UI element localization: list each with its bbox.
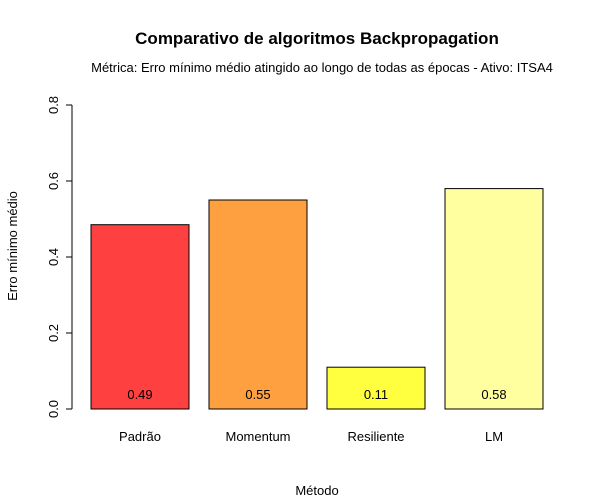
x-category-label: Padrão xyxy=(119,429,161,444)
y-tick-label: 0.6 xyxy=(46,172,61,190)
bar-value-label: 0.11 xyxy=(364,387,388,402)
bar-lm xyxy=(444,188,544,410)
bar-resiliente xyxy=(326,366,426,410)
bar-padr-o xyxy=(90,224,190,410)
x-category-label: Resiliente xyxy=(347,429,404,444)
y-axis: 0.0 0.2 0.4 0.6 0.8 xyxy=(46,96,73,418)
category-labels: Padrão Momentum Resiliente LM xyxy=(119,429,503,444)
bar-momentum xyxy=(208,199,308,410)
y-tick-label: 0.8 xyxy=(46,96,61,114)
x-category-label: Momentum xyxy=(225,429,290,444)
y-tick-label: 0.0 xyxy=(46,400,61,418)
bar-value-label: 0.49 xyxy=(127,387,152,402)
chart-title: Comparativo de algoritmos Backpropagatio… xyxy=(135,29,499,48)
y-tick-label: 0.4 xyxy=(46,248,61,266)
y-tick-label: 0.2 xyxy=(46,324,61,342)
x-axis-label: Método xyxy=(295,483,338,498)
y-axis-label: Erro mínimo médio xyxy=(5,191,20,301)
bars-group xyxy=(90,188,544,410)
x-category-label: LM xyxy=(485,429,503,444)
chart-subtitle: Métrica: Erro mínimo médio atingido ao l… xyxy=(91,60,553,75)
bar-value-label: 0.55 xyxy=(245,387,270,402)
data-labels: 0.49 0.55 0.11 0.58 xyxy=(127,387,506,402)
bar-value-label: 0.58 xyxy=(481,387,506,402)
